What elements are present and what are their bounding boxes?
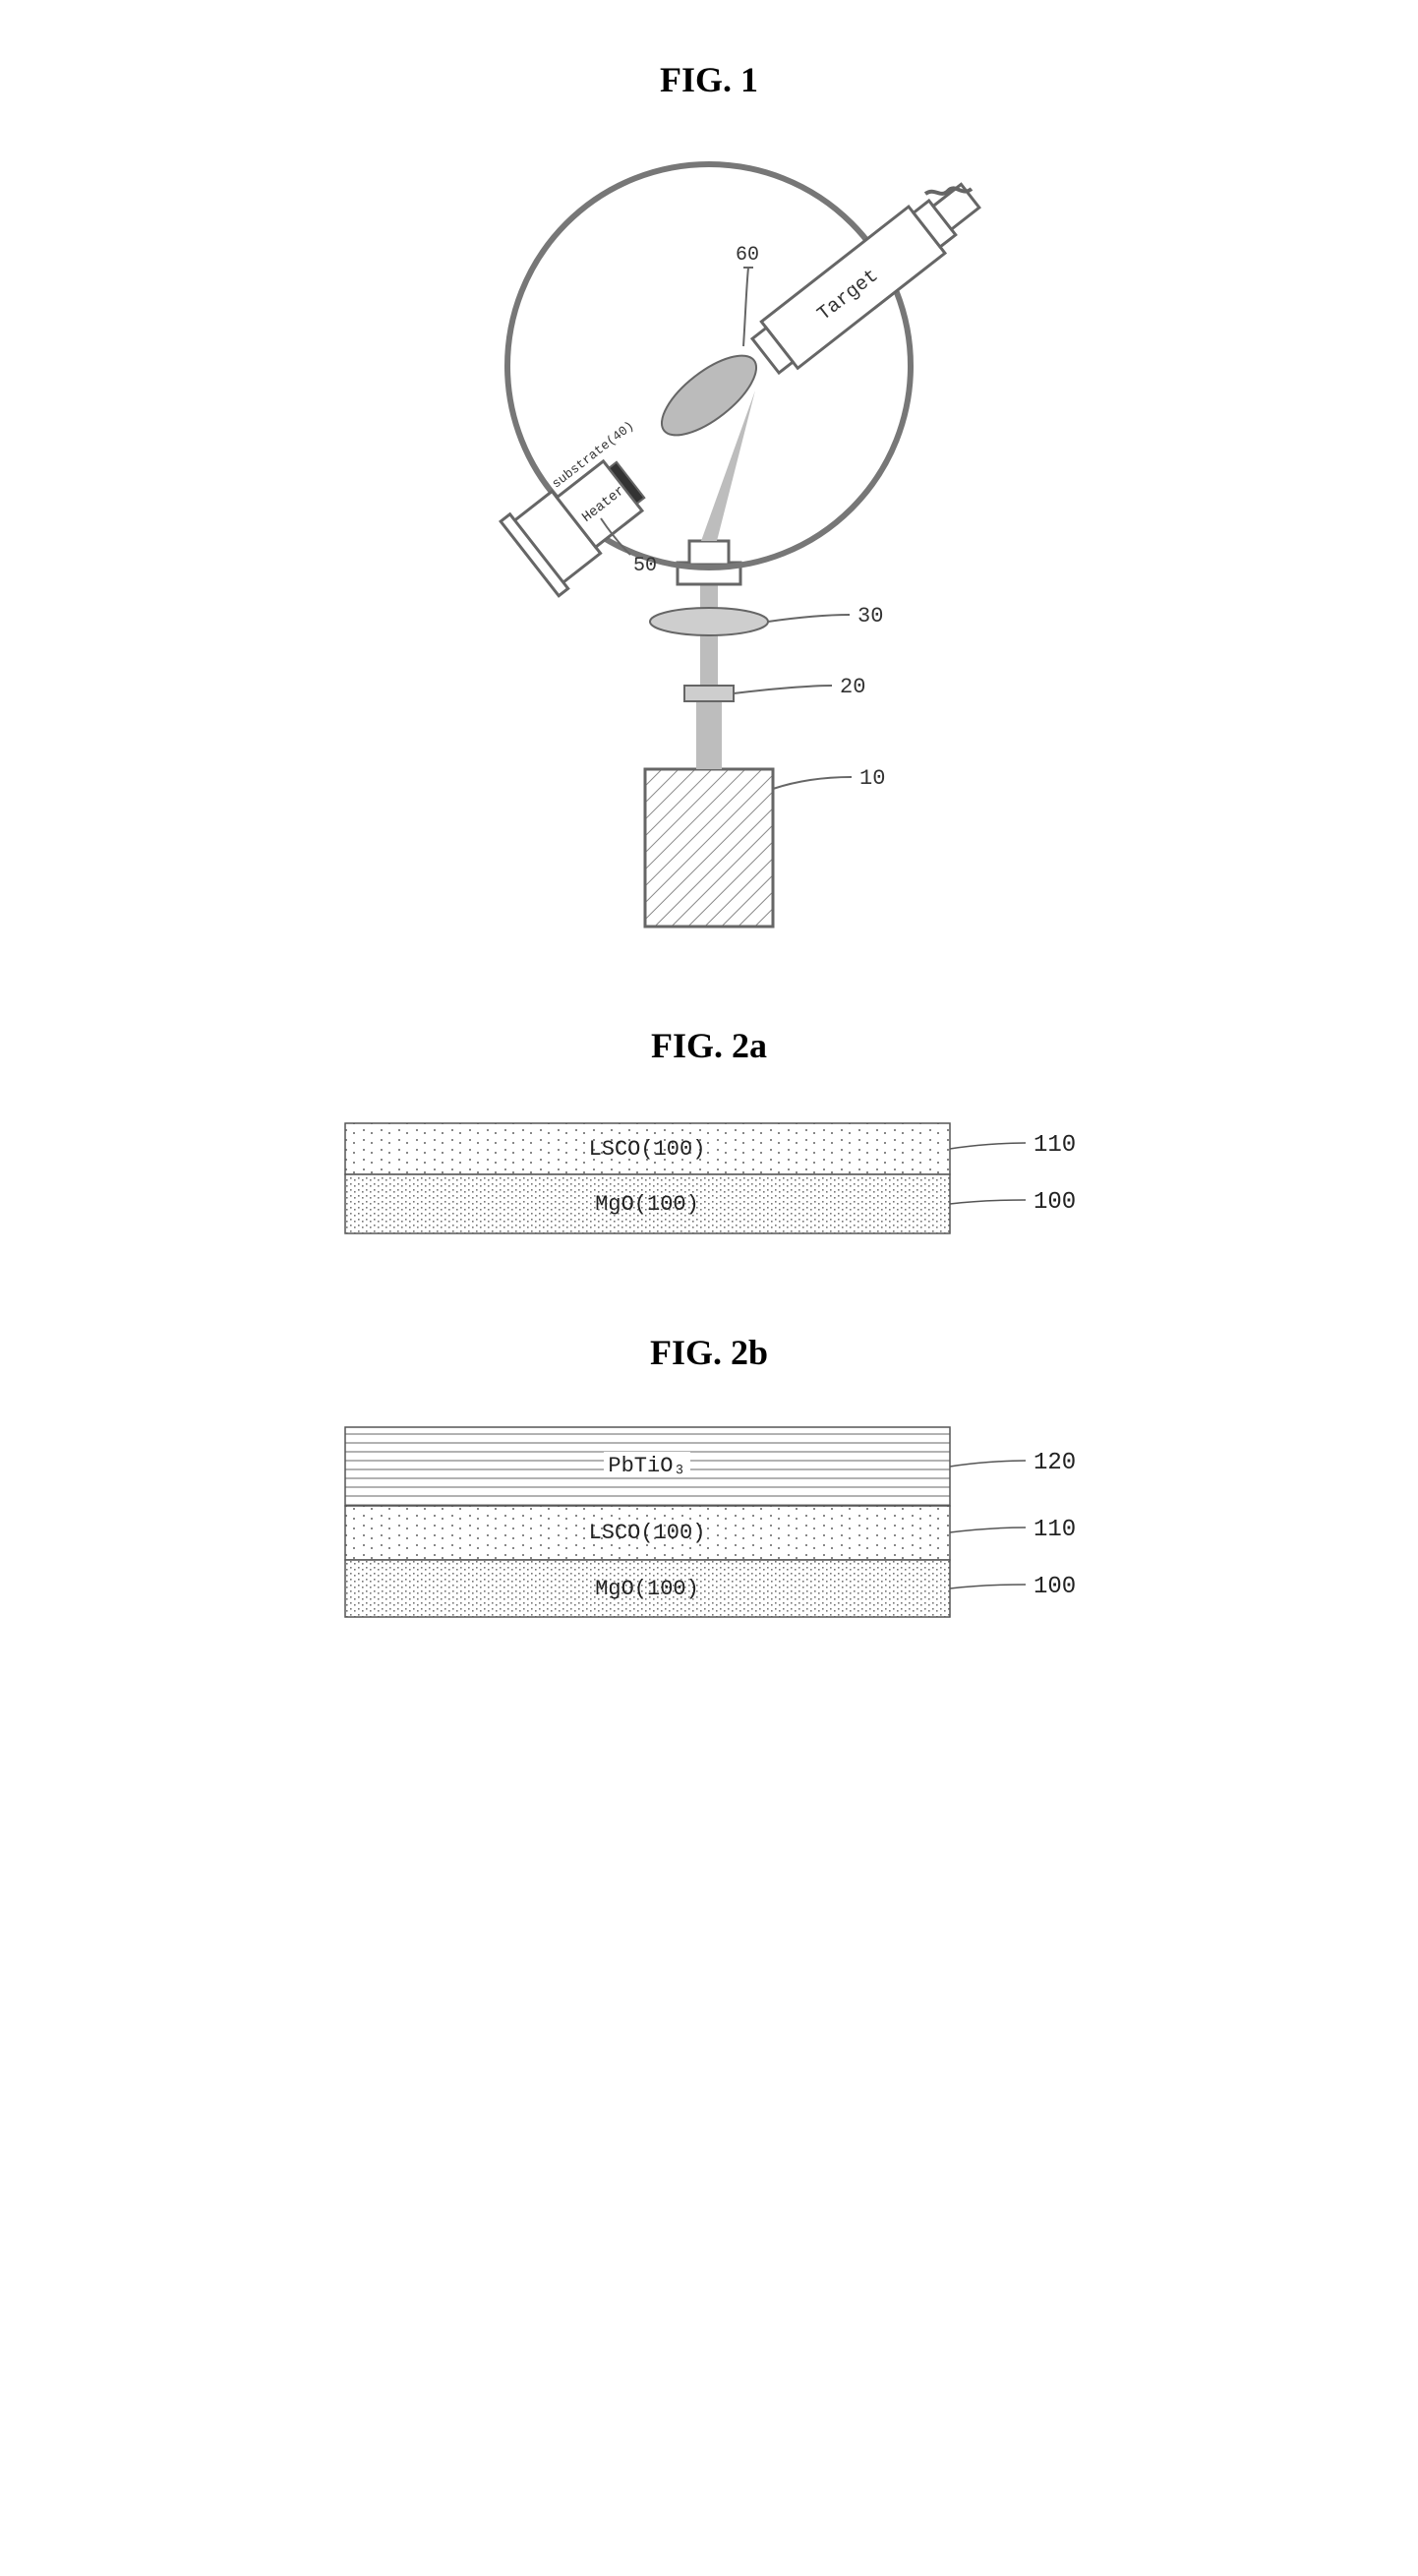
label-20: 20 <box>840 675 865 699</box>
fig2a-ref-100: 100 <box>1034 1189 1076 1216</box>
fig2b-mgo-label: MgO(100) <box>595 1577 699 1601</box>
label-50: 50 <box>633 555 657 577</box>
lens <box>650 608 768 635</box>
fig2b-ref-120: 120 <box>1034 1450 1076 1476</box>
fig2a-title: FIG. 2a <box>651 1025 767 1066</box>
page: FIG. 1 10 20 30 <box>0 39 1418 1698</box>
fig2b-ref-110: 110 <box>1034 1517 1076 1543</box>
label-30: 30 <box>857 604 883 629</box>
fig2b-diagram: PbTiO₃ 120 LSCO(100) 110 MgO(100) 100 <box>325 1412 1093 1639</box>
plume <box>650 341 769 449</box>
fig2a-mgo-label: MgO(100) <box>595 1192 699 1217</box>
fig2a-svg: LSCO(100) 110 MgO(100) 100 <box>325 1106 1093 1253</box>
beam-widen <box>696 700 722 769</box>
fig2b-leader-110 <box>950 1528 1026 1532</box>
laser-block <box>645 769 773 927</box>
fig2a-ref-110: 110 <box>1034 1132 1076 1159</box>
fig2b-leader-120 <box>950 1461 1026 1467</box>
leader-20 <box>734 686 832 693</box>
label-60: 60 <box>736 244 759 267</box>
fig2b-title: FIG. 2b <box>650 1332 768 1373</box>
fig1-svg: 10 20 30 Ta <box>389 140 1029 946</box>
fig2a-leader-100 <box>950 1200 1026 1204</box>
fig2b-leader-100 <box>950 1585 1026 1588</box>
fig1-diagram: 10 20 30 Ta <box>389 140 1029 946</box>
flange-top <box>689 541 729 565</box>
target-assembly: Target <box>747 173 988 380</box>
leader-10 <box>773 777 852 789</box>
fig2b-svg: PbTiO₃ 120 LSCO(100) 110 MgO(100) 100 <box>325 1412 1093 1639</box>
label-10: 10 <box>859 766 885 791</box>
leader-60 <box>743 268 753 346</box>
leader-30 <box>768 615 850 622</box>
fig2b-ref-100: 100 <box>1034 1574 1076 1600</box>
fig1-title: FIG. 1 <box>660 59 758 100</box>
fig2a-diagram: LSCO(100) 110 MgO(100) 100 <box>325 1106 1093 1253</box>
fig2b-pbtio3-label: PbTiO₃ <box>608 1454 685 1478</box>
fig2a-lsco-label: LSCO(100) <box>589 1137 706 1162</box>
fig2b-lsco-label: LSCO(100) <box>589 1521 706 1545</box>
substrate-heater: Heater substrate(40) <box>499 418 687 595</box>
aperture <box>684 686 734 701</box>
fig2a-leader-110 <box>950 1143 1026 1149</box>
